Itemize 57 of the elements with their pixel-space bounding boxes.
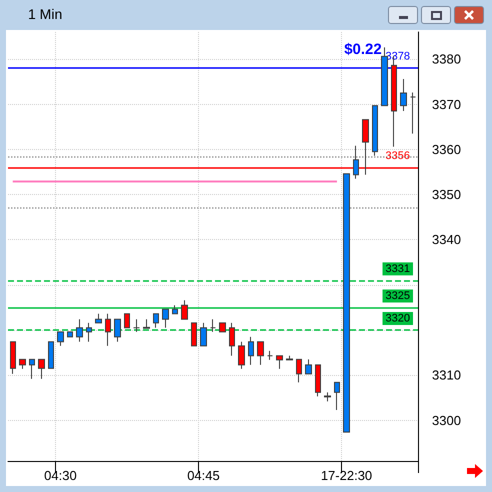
candlestick (38, 358, 45, 380)
candlestick (143, 318, 150, 329)
candlestick (381, 46, 388, 106)
ref-line-label: 3331 (386, 262, 410, 275)
candlestick (276, 355, 283, 370)
x-tick-label: 04:45 (187, 468, 220, 483)
annotation: $0.22 (344, 41, 382, 58)
candlestick (343, 173, 350, 433)
candlestick (172, 304, 178, 314)
candlestick (257, 341, 264, 366)
candlestick (191, 322, 197, 346)
candlestick (219, 322, 226, 332)
candlestick (324, 392, 331, 402)
candlestick (19, 358, 26, 370)
candlestick (400, 78, 407, 112)
candlestick (181, 300, 188, 320)
legend-label: 3320 (386, 312, 410, 325)
candlestick (86, 322, 92, 342)
candlestick (200, 322, 207, 346)
candlestick (238, 341, 245, 370)
candlestick (248, 336, 254, 366)
candlestick (334, 382, 340, 410)
ref-line-label: 3325 (386, 290, 410, 302)
candlestick (372, 105, 378, 156)
candlestick (114, 318, 121, 342)
candlestick (162, 308, 169, 328)
y-tick-label: 3370 (432, 96, 461, 112)
candlestick (296, 358, 302, 383)
y-tick-label: 3300 (432, 412, 461, 428)
candlestick (124, 313, 130, 328)
candlestick (67, 331, 73, 338)
ref-line-label: 3356 (386, 150, 410, 162)
candlestick (48, 341, 54, 369)
y-tick-label: 3350 (432, 187, 461, 202)
candlestick (353, 145, 359, 180)
y-tick-label: 3310 (432, 368, 461, 383)
y-tick-label: 3340 (432, 232, 461, 248)
y-tick-label: 3380 (432, 52, 461, 67)
x-tick-label: 17-22:30 (320, 468, 372, 483)
candlestick (57, 331, 64, 346)
chart-title: 1 Min (28, 6, 62, 22)
candlestick (76, 318, 83, 342)
candlestick (95, 313, 102, 324)
candlestick (10, 341, 16, 374)
candlestick (286, 355, 293, 360)
x-tick-label: 04:30 (44, 468, 77, 483)
candlestick (29, 358, 35, 380)
candlestick (153, 313, 159, 328)
candlestick (315, 364, 321, 397)
candlestick (105, 313, 111, 346)
candlestick (410, 92, 416, 134)
candlestick (229, 322, 235, 356)
candlestick (267, 350, 273, 360)
y-tick-label: 3360 (432, 142, 461, 157)
candlestick (305, 358, 312, 374)
candlestick (133, 318, 140, 332)
candlestick (210, 318, 216, 332)
